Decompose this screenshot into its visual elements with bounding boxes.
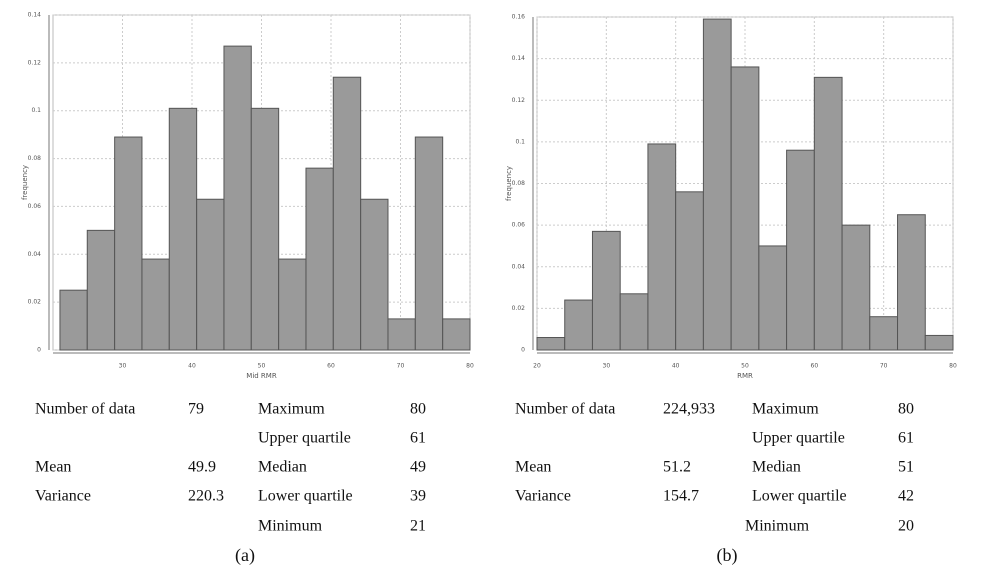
table-cell: Median: [752, 459, 801, 476]
x-tick-label: 50: [258, 363, 266, 370]
x-tick-label: 30: [119, 363, 127, 370]
bar: [305, 167, 334, 351]
bar: [278, 258, 307, 351]
y-tick-label: 0.02: [512, 305, 526, 312]
x-tick-label: 40: [672, 363, 680, 370]
x-tick-label: 50: [741, 363, 749, 370]
table-cell: 49: [410, 459, 426, 476]
y-tick-label: 0: [37, 347, 41, 354]
table-cell: Maximum: [752, 401, 819, 418]
table-cell: Minimum: [258, 518, 323, 535]
y-tick-label: 0: [521, 347, 525, 354]
bar: [675, 191, 704, 351]
y-tick-label: 0.1: [31, 107, 41, 114]
bar: [619, 293, 649, 351]
bar: [564, 299, 593, 351]
y-tick-label: 0.1: [515, 138, 525, 145]
bar: [250, 107, 280, 351]
table-cell: 61: [898, 430, 914, 447]
bar: [387, 318, 416, 351]
x-tick-label: 40: [188, 363, 196, 370]
bar: [924, 334, 954, 351]
y-tick-label: 0.08: [28, 155, 42, 162]
table-cell: Upper quartile: [752, 430, 845, 447]
bar: [591, 230, 621, 351]
bar: [897, 214, 926, 351]
bar: [414, 136, 444, 351]
bar: [168, 107, 198, 351]
table-cell: Lower quartile: [752, 488, 847, 505]
x-tick-label: 60: [811, 363, 819, 370]
bar: [196, 198, 225, 351]
bar: [702, 18, 732, 351]
table-cell: Minimum: [745, 518, 810, 535]
table-cell: 80: [410, 401, 426, 418]
y-axis-label: frequency: [505, 166, 513, 201]
table-cell: 224,933: [663, 401, 715, 418]
x-tick-label: 70: [397, 363, 405, 370]
bar: [813, 76, 843, 351]
table-cell: 21: [410, 518, 426, 535]
x-axis-label: Mid RMR: [246, 372, 277, 380]
caption: (a): [235, 545, 255, 566]
bar: [442, 318, 471, 351]
table-cell: Number of data: [515, 401, 615, 418]
x-tick-label: 20: [533, 363, 541, 370]
table-cell: 79: [188, 401, 204, 418]
table-cell: Median: [258, 459, 307, 476]
bar: [786, 149, 815, 351]
x-axis-label: RMR: [737, 372, 753, 380]
table-cell: 49.9: [188, 459, 216, 476]
bar: [141, 258, 170, 351]
bar: [647, 143, 677, 351]
table-cell: Variance: [35, 488, 91, 505]
table-cell: Mean: [35, 459, 71, 476]
table-cell: 220.3: [188, 488, 224, 505]
bar: [223, 45, 252, 351]
y-tick-label: 0.02: [28, 299, 42, 306]
table-cell: 20: [898, 518, 914, 535]
bar: [59, 289, 88, 351]
x-tick-label: 60: [327, 363, 335, 370]
table-cell: Maximum: [258, 401, 325, 418]
bar: [332, 76, 362, 351]
y-tick-label: 0.14: [28, 12, 42, 19]
y-tick-label: 0.06: [512, 222, 526, 229]
bar: [758, 245, 788, 351]
table-cell: Variance: [515, 488, 571, 505]
bar: [114, 136, 143, 351]
y-tick-label: 0.08: [512, 180, 526, 187]
table-cell: 51.2: [663, 459, 691, 476]
table-cell: Number of data: [35, 401, 135, 418]
table-cell: Lower quartile: [258, 488, 353, 505]
table-cell: Mean: [515, 459, 551, 476]
x-tick-label: 30: [603, 363, 611, 370]
bar: [536, 337, 566, 351]
caption: (b): [717, 545, 738, 566]
y-tick-label: 0.14: [512, 55, 526, 62]
y-axis-label: frequency: [21, 165, 29, 200]
y-tick-label: 0.04: [28, 251, 42, 258]
table-cell: 42: [898, 488, 914, 505]
y-tick-label: 0.12: [28, 59, 42, 66]
bar: [360, 198, 389, 351]
bar: [869, 316, 899, 351]
y-tick-label: 0.16: [512, 14, 526, 21]
table-cell: 61: [410, 430, 426, 447]
table-cell: Upper quartile: [258, 430, 351, 447]
table-cell: 80: [898, 401, 914, 418]
y-tick-label: 0.04: [512, 263, 526, 270]
table-cell: 39: [410, 488, 426, 505]
y-tick-label: 0.06: [28, 203, 42, 210]
bar: [841, 224, 871, 351]
bar: [86, 229, 116, 351]
x-tick-label: 80: [949, 363, 957, 370]
y-tick-label: 0.12: [512, 97, 526, 104]
x-tick-label: 70: [880, 363, 888, 370]
bar: [730, 66, 760, 351]
table-cell: 51: [898, 459, 914, 476]
x-tick-label: 80: [466, 363, 474, 370]
table-cell: 154.7: [663, 488, 699, 505]
